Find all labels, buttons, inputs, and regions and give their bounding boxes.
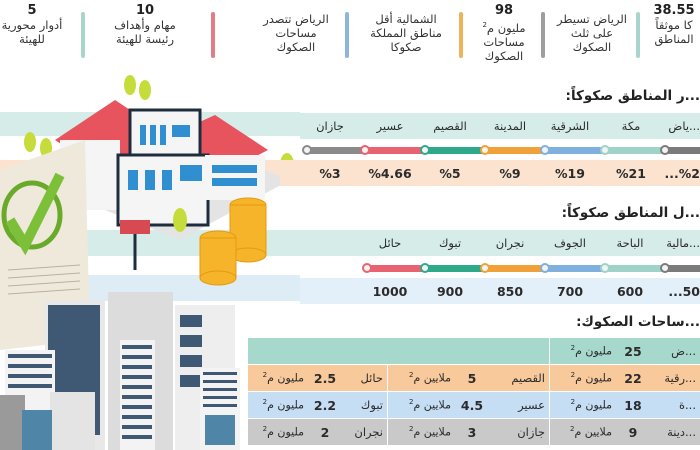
bar-segment xyxy=(362,262,430,273)
stat-text: مليون م2 مساحات الصكوك xyxy=(482,20,526,63)
region-value: 850 xyxy=(496,283,524,299)
region-value: 1000 xyxy=(372,283,408,299)
region-label: ...مالية xyxy=(666,236,700,250)
stat-text: مهام وأهداف رئيسة للهيئة xyxy=(114,18,176,46)
region-label: المدينة xyxy=(493,119,527,133)
region-label: الشرقية xyxy=(550,119,590,133)
section1-title: ...ر المناطق صكوكاً: xyxy=(565,88,700,104)
region-label: مكة xyxy=(621,119,641,133)
section2-bar xyxy=(362,262,700,273)
stat-north-least: الشمالية أقل مناطق المملكة صكوكا xyxy=(358,12,454,54)
table-cell: ...رقية 22 مليون م2 xyxy=(549,365,700,391)
stat-roles: 5 أدوار محورية للهيئة xyxy=(1,3,63,47)
bar-segment xyxy=(425,144,490,155)
table-cell: عسير 4.5 ملايين م2 xyxy=(387,392,549,418)
divider xyxy=(81,12,85,58)
bar-segment xyxy=(605,262,670,273)
table-cell: ...ض 25 مليون م2 xyxy=(549,338,700,364)
table-cell: نجران 2 مليون م2 xyxy=(262,424,383,440)
section3-title: ...ساحات الصكوك: xyxy=(576,314,700,330)
stat-riyadh-area: الرياض تتصدر مساحات الصكوك xyxy=(254,12,338,54)
stat-text: الشمالية أقل مناطق المملكة صكوكا xyxy=(370,12,442,54)
region-value: %2... xyxy=(664,165,700,181)
areas-table: ...ض 25 مليون م2 ...رقية 22 مليون م2 الق… xyxy=(248,338,700,446)
region-value: 50... xyxy=(668,283,700,299)
section1-bar xyxy=(302,144,700,155)
table-row: ...دينة 9 ملايين م2 جازان 3 ملايين م2 نج… xyxy=(248,419,700,446)
region-label: جازان xyxy=(316,119,344,133)
bar-segment xyxy=(485,144,550,155)
region-value: 900 xyxy=(436,283,464,299)
table-cell: تبوك 2.2 مليون م2 xyxy=(262,397,383,413)
section2-values: 50... 600 700 850 900 1000 xyxy=(300,278,700,304)
region-label: نجران xyxy=(495,236,525,250)
divider xyxy=(541,12,545,58)
real-estate-illustration xyxy=(0,75,300,450)
region-label: الجوف xyxy=(554,236,586,250)
section2-title: ...ل المناطق صكوكاً: xyxy=(561,205,700,221)
region-value: 600 xyxy=(616,283,644,299)
stat-area: 98 مليون م2 مساحات الصكوك xyxy=(482,3,526,63)
city-buildings-icon xyxy=(0,292,240,450)
checkmark-document-icon xyxy=(0,140,90,350)
table-row: ...ض 25 مليون م2 xyxy=(248,338,700,365)
region-label: تبوك xyxy=(438,236,462,250)
section1-region-labels: ...ياض مكة الشرقية المدينة القصيم عسير ج… xyxy=(300,113,700,139)
stat-text: الرياض تسيطر على ثلث الصكوك xyxy=(556,12,628,54)
house-icon xyxy=(30,100,290,270)
bar-segment xyxy=(302,144,370,155)
bar-segment xyxy=(605,144,670,155)
bar-segment xyxy=(365,144,430,155)
table-cell: القصيم 5 ملايين م2 xyxy=(387,365,549,391)
table-cell: جازان 3 ملايين م2 xyxy=(387,419,549,445)
divider xyxy=(211,12,215,58)
bar-segment xyxy=(485,262,550,273)
table-cell: حائل 2.5 مليون م2 xyxy=(262,370,383,386)
table-row: ...رقية 22 مليون م2 القصيم 5 ملايين م2 ح… xyxy=(248,365,700,392)
region-value: 700 xyxy=(556,283,584,299)
stat-documented: 38.55 كا موثقاً المناطق xyxy=(653,3,695,47)
section2-region-labels: ...مالية الباحة الجوف نجران تبوك حائل xyxy=(300,230,700,256)
section1-values: %2... %21 %19 %9 %5 %4.66 %3 xyxy=(280,160,700,186)
coins-icon xyxy=(199,197,267,286)
bar-segment xyxy=(665,264,700,272)
table-cell: ...ة 18 مليون م2 xyxy=(549,392,700,418)
region-label: الباحة xyxy=(616,236,644,250)
bar-segment xyxy=(425,262,490,273)
region-value: %5 xyxy=(439,165,461,181)
stat-riyadh-third: الرياض تسيطر على ثلث الصكوك xyxy=(554,12,630,54)
region-label: ...ياض xyxy=(668,119,700,133)
region-label: عسير xyxy=(376,119,404,133)
bar-segment xyxy=(545,262,610,273)
divider xyxy=(345,12,349,58)
region-value: %9 xyxy=(499,165,521,181)
bar-segment xyxy=(665,146,700,154)
divider xyxy=(459,12,463,58)
region-value: %4.66 xyxy=(368,165,412,181)
stat-text: أدوار محورية للهيئة xyxy=(1,18,63,46)
region-label: القصيم xyxy=(433,119,467,133)
region-value: %3 xyxy=(319,165,341,181)
region-value: %19 xyxy=(555,165,585,181)
bar-segment xyxy=(545,144,610,155)
stats-strip: 38.55 كا موثقاً المناطق الرياض تسيطر على ث… xyxy=(0,0,700,72)
table-row: ...ة 18 مليون م2 عسير 4.5 ملايين م2 تبوك… xyxy=(248,392,700,419)
stat-text: الرياض تتصدر مساحات الصكوك xyxy=(263,12,329,54)
table-cell: ...دينة 9 ملايين م2 xyxy=(549,419,700,445)
divider xyxy=(636,12,640,58)
stat-tasks: 10 مهام وأهداف رئيسة للهيئة xyxy=(114,3,176,47)
region-value: %21 xyxy=(616,165,646,181)
region-label: حائل xyxy=(378,236,402,250)
stat-text: كا موثقاً المناطق xyxy=(654,18,694,46)
